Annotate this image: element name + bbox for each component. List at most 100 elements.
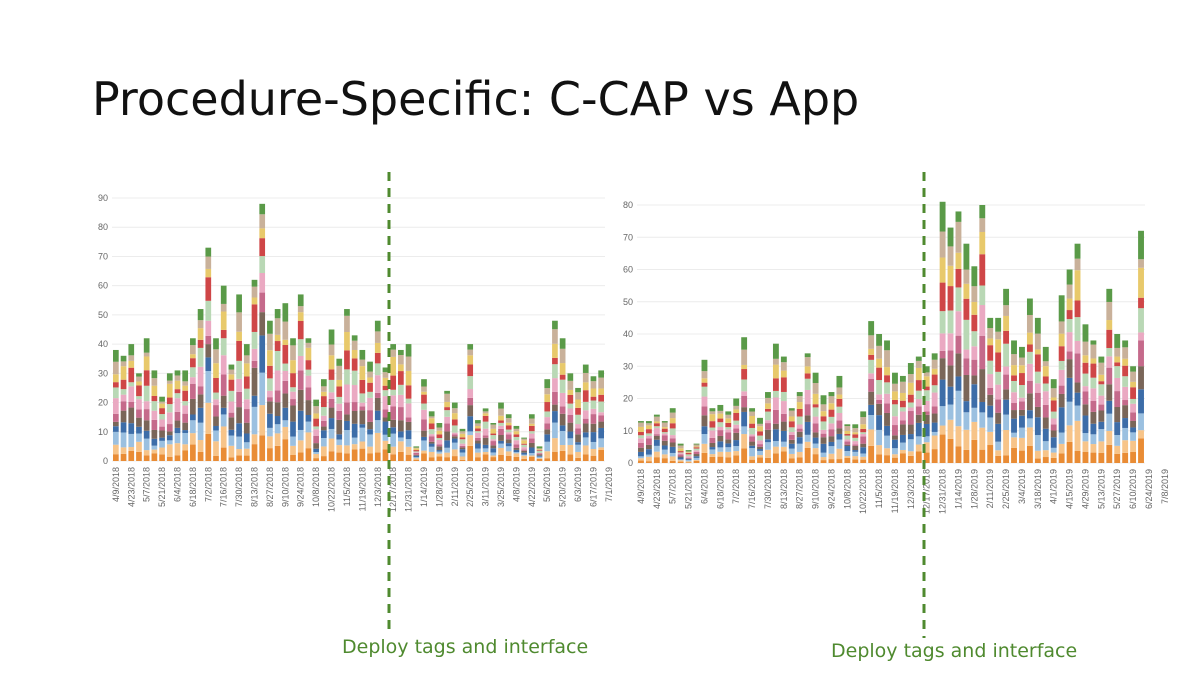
bar-segment (1026, 344, 1033, 352)
bar-segment (939, 358, 946, 380)
bar-segment (136, 385, 142, 397)
bar (182, 370, 189, 461)
bar-segment (336, 386, 343, 397)
bar-segment (987, 317, 994, 329)
bar-segment (1042, 376, 1049, 384)
bar-segment (1138, 340, 1144, 367)
y-tick-label: 30 (98, 368, 108, 378)
bar-segment (320, 430, 327, 438)
x-tick-label: 6/18/2018 (715, 469, 725, 509)
bar (1019, 346, 1025, 463)
bar-segment (963, 243, 970, 270)
bar-segment (915, 406, 922, 415)
bar (259, 203, 266, 461)
bar-segment (1058, 346, 1065, 361)
x-tick-label: 12/31/2018 (938, 469, 948, 514)
bar-segment (136, 409, 142, 418)
bar-segment (143, 338, 150, 353)
bar-segment (498, 408, 504, 416)
bar-segment (749, 445, 756, 449)
bar-segment (717, 418, 724, 423)
y-tick-label: 40 (623, 329, 633, 339)
bar-segment (788, 453, 795, 459)
bar-segment (796, 416, 803, 425)
bar-segment (598, 447, 604, 450)
bar-segment (505, 443, 512, 447)
bar-segment (582, 390, 589, 402)
bar-segment (405, 398, 412, 404)
bar-segment (351, 370, 358, 386)
bar-segment (451, 432, 458, 435)
bar-segment (328, 407, 335, 419)
bar-segment (685, 451, 692, 453)
bar (749, 408, 756, 463)
bar (143, 338, 150, 461)
bar-segment (669, 438, 676, 443)
bar (405, 344, 412, 461)
bar-segment (701, 359, 708, 372)
bar-segment (820, 416, 827, 422)
bar (987, 317, 994, 463)
bar (852, 424, 859, 463)
bar-segment (151, 438, 158, 446)
bar-segment (1066, 377, 1073, 402)
bar-segment (884, 448, 890, 456)
bar-segment (528, 423, 535, 426)
bar-segment (741, 434, 748, 449)
bar-segment (174, 443, 181, 456)
bar-segment (344, 453, 350, 461)
bar-segment (159, 414, 165, 420)
bar (884, 340, 890, 463)
bar-segment (1138, 332, 1144, 341)
bar-segment (513, 425, 520, 429)
bar-segment (709, 408, 716, 412)
bar-segment (274, 334, 281, 342)
bar-segment (852, 444, 859, 446)
bar-segment (436, 427, 443, 431)
bar-segment (267, 413, 273, 428)
bar-segment (1011, 437, 1017, 448)
bar-segment (1066, 284, 1073, 299)
bar-segment (1122, 340, 1129, 348)
bar-segment (136, 433, 142, 442)
bar (788, 408, 795, 463)
bar-segment (482, 413, 489, 416)
bar-segment (536, 455, 543, 457)
bar-segment (451, 425, 458, 433)
bar-segment (344, 384, 350, 403)
x-tick-label: 4/15/2019 (1065, 469, 1075, 509)
bar-segment (251, 286, 258, 298)
bar-segment (884, 375, 890, 383)
bar-segment (979, 449, 986, 463)
bar-segment (190, 414, 196, 421)
bar-segment (1138, 297, 1144, 309)
bar-segment (955, 390, 962, 427)
bar-segment (884, 412, 890, 426)
bar-segment (1082, 415, 1089, 434)
bar (482, 408, 489, 461)
bar-segment (513, 453, 520, 457)
bar-segment (444, 431, 450, 441)
x-tick-label: 11/5/2018 (342, 467, 352, 506)
bar-segment (267, 378, 273, 391)
bar-segment (645, 454, 652, 457)
bar (733, 398, 740, 463)
x-tick-label: 1/14/2019 (953, 469, 963, 509)
bar (344, 309, 350, 461)
bar-segment (638, 456, 644, 459)
bar (661, 421, 668, 463)
bar-segment (536, 452, 543, 454)
bar-segment (796, 396, 803, 403)
bar-segment (459, 431, 466, 434)
bar-segment (884, 382, 890, 394)
bar-segment (598, 415, 604, 422)
bar-segment (1130, 387, 1137, 399)
bar-segment (931, 449, 938, 463)
bar-segment (267, 427, 273, 437)
bar-segment (915, 414, 922, 423)
bar-segment (1003, 343, 1010, 367)
bar-segment (113, 444, 119, 455)
bar-segment (582, 401, 589, 411)
bar-segment (828, 396, 835, 404)
bar-segment (915, 436, 922, 445)
